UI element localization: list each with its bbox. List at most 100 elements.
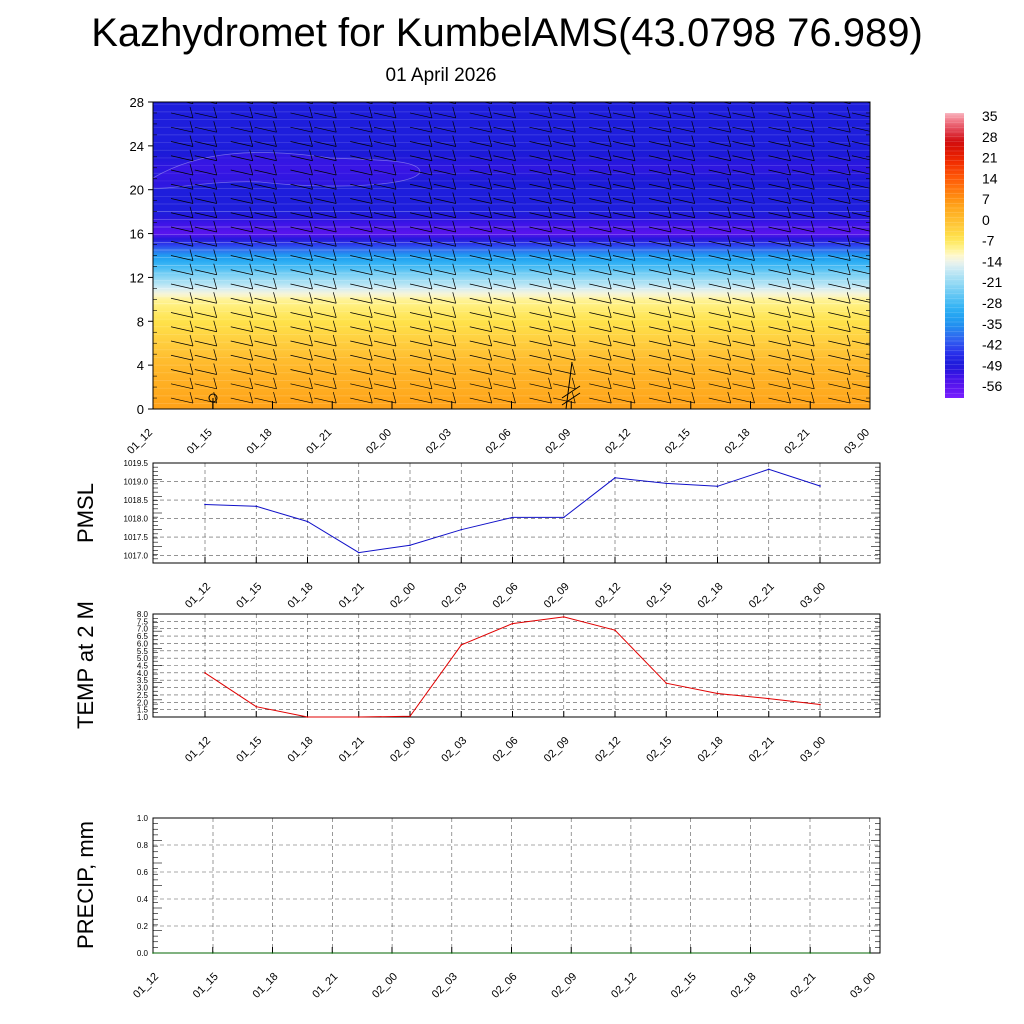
wind-barb-flag <box>548 377 552 389</box>
wind-barb-flag <box>213 306 218 318</box>
wind-barb-flag <box>428 249 433 261</box>
wind-barb-flag <box>810 349 815 361</box>
wind-barb-flag <box>667 206 672 218</box>
data-point <box>665 482 668 485</box>
wind-barb <box>648 226 672 233</box>
x-tick-label: 02_00 <box>388 581 418 611</box>
wind-barb-flag <box>488 106 493 119</box>
wind-barb <box>243 102 253 105</box>
x-tick-label: 01_15 <box>185 427 215 457</box>
wind-barb-flag <box>631 220 636 233</box>
wind-barb-flag <box>548 106 552 119</box>
wind-barb-flag <box>309 391 313 404</box>
wind-barb <box>589 240 612 247</box>
wind-barb <box>612 226 636 233</box>
x-tick-label: 02_09 <box>549 971 579 1001</box>
wind-barb-flag <box>488 149 493 161</box>
wind-barb <box>672 354 695 361</box>
wind-barb <box>194 212 217 219</box>
wind-barb <box>230 383 253 390</box>
wind-barb-flag <box>249 363 254 375</box>
wind-barb <box>290 155 313 162</box>
wind-barb-flag <box>727 349 732 361</box>
wind-barb-flag <box>571 121 576 133</box>
y-tick-label: 6.0 <box>137 639 149 648</box>
wind-barb <box>314 297 337 304</box>
wind-barb <box>194 269 217 276</box>
wind-barb <box>170 340 194 347</box>
wind-barb <box>768 183 791 190</box>
wind-barb <box>314 354 337 361</box>
wind-barb <box>792 297 815 304</box>
wind-barb <box>732 283 755 290</box>
wind-barb-flag <box>691 135 696 147</box>
wind-barb <box>851 141 870 146</box>
wind-barb <box>290 369 313 375</box>
wind-barb <box>589 255 612 261</box>
wind-barb <box>433 354 456 361</box>
wind-barb-flag <box>213 320 218 332</box>
colorbar-label: -35 <box>982 316 1002 332</box>
wind-barb <box>589 183 612 190</box>
x-tick-label: 02_03 <box>430 971 460 1001</box>
data-point <box>450 952 453 954</box>
wind-barb-flag <box>332 121 337 133</box>
wind-barb-flag <box>787 121 791 133</box>
wind-barb-flag <box>512 149 516 161</box>
wind-barb <box>469 112 492 119</box>
wind-barb-flag <box>846 121 851 133</box>
wind-barb <box>170 326 194 333</box>
wind-barb-flag <box>392 121 397 133</box>
wind-barb <box>290 340 313 347</box>
wind-barb <box>768 212 791 219</box>
data-point <box>306 716 309 718</box>
wind-barb-flag <box>512 377 516 389</box>
wind-barb <box>708 126 731 133</box>
wind-barb-flag <box>213 377 218 389</box>
colorbar-label: 28 <box>982 129 998 145</box>
wind-barb-flag <box>787 163 791 176</box>
wind-barb <box>254 283 277 290</box>
wind-barb <box>612 312 636 318</box>
chart-title: Kazhydromet for KumbelAMS(43.0798 76.989… <box>91 11 923 55</box>
wind-barb-flag <box>213 292 218 304</box>
wind-barb-flag <box>368 320 373 332</box>
wind-barb <box>685 102 695 105</box>
wind-barb-flag <box>368 391 373 404</box>
wind-barb-flag <box>631 206 636 218</box>
wind-barb <box>254 369 277 375</box>
wind-barb <box>350 369 373 375</box>
wind-barb <box>768 397 791 404</box>
wind-barb <box>170 183 194 190</box>
wind-barb-flag <box>846 163 851 176</box>
wind-barb <box>708 312 731 318</box>
wind-barb <box>493 112 516 119</box>
wind-barb <box>194 326 217 333</box>
wind-barb <box>314 112 337 119</box>
wind-barb <box>469 369 492 375</box>
wind-barb <box>433 169 456 176</box>
wind-barb <box>553 212 576 219</box>
wind-barb-flag <box>249 292 254 304</box>
wind-barb-flag <box>751 249 755 261</box>
wind-barb-flag <box>452 149 457 161</box>
wind-barb-flag <box>691 320 696 332</box>
wind-barb <box>828 397 851 404</box>
wind-barb-flag <box>452 163 457 176</box>
wind-barb <box>732 183 755 190</box>
wind-barb-flag <box>189 391 194 404</box>
wind-barb-flag <box>452 135 457 147</box>
wind-barb <box>254 226 277 233</box>
wind-barb-flag <box>332 320 337 332</box>
wind-barb-flag <box>428 377 433 389</box>
wind-barb <box>851 155 870 161</box>
wind-barb-flag <box>309 121 313 133</box>
wind-barb <box>469 383 492 390</box>
wind-barb-strong-flag <box>561 385 581 399</box>
wind-barb-flag <box>691 106 696 119</box>
wind-barb-flag <box>332 206 337 218</box>
wind-barb <box>672 212 695 219</box>
wind-barb-flag <box>727 249 732 261</box>
wind-barb-flag <box>309 349 313 361</box>
wind-barb <box>433 283 456 290</box>
